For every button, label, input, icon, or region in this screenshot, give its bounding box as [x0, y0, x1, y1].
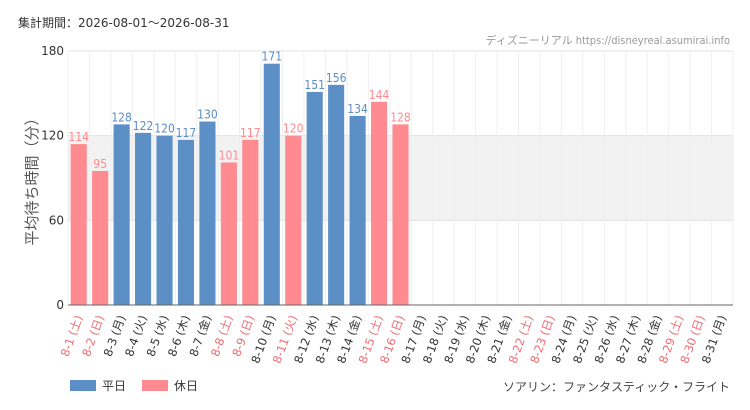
bar-value-label: 117: [176, 126, 197, 140]
legend: 平日 休日: [70, 377, 198, 394]
bar: [371, 101, 388, 305]
bar-value-label: 144: [369, 88, 390, 102]
grid-lines: [67, 50, 734, 306]
bar: [285, 135, 302, 305]
bars: [70, 63, 409, 306]
bar: [113, 124, 130, 305]
bar: [135, 132, 152, 305]
bar-value-label: 101: [219, 148, 240, 162]
bar: [70, 144, 87, 305]
bar: [220, 162, 237, 305]
y-tick-label: 60: [49, 213, 64, 227]
bar: [92, 170, 109, 305]
bar-value-label: 117: [240, 126, 261, 140]
y-tick-labels: 0 60 120 180: [41, 44, 64, 312]
bar: [328, 84, 345, 305]
attraction-name: ソアリン：ファンタスティック・フライト: [502, 380, 730, 394]
y-tick-label: 0: [56, 298, 64, 312]
bar-value-label: 156: [326, 71, 347, 85]
y-tick-label: 120: [41, 129, 64, 143]
bar: [156, 135, 173, 305]
bar-value-label: 95: [93, 157, 107, 171]
legend-swatch-holiday: [142, 380, 169, 391]
bar-value-label: 151: [304, 78, 325, 92]
legend-item-holiday: 休日: [142, 377, 198, 394]
bar: [177, 139, 195, 305]
bar-value-label: 128: [390, 110, 411, 124]
bar-value-label: 171: [261, 50, 282, 64]
bar: [306, 91, 323, 305]
bar: [242, 139, 259, 305]
bar-value-label: 122: [133, 119, 154, 133]
bar-value-label: 134: [347, 102, 368, 116]
bar-value-label: 120: [154, 122, 175, 136]
y-tick-label: 180: [41, 44, 64, 58]
bar-value-label: 128: [111, 110, 132, 124]
bar: [392, 124, 409, 305]
site-watermark: ディズニーリアル https://disneyreal.asumirai.inf…: [485, 34, 730, 47]
bar-value-label: 130: [197, 108, 218, 122]
legend-swatch-weekday: [70, 380, 96, 391]
bar-value-label: 114: [68, 130, 89, 144]
bar: [349, 115, 366, 306]
period-label: 集計期間：2026-08-01～2026-08-31: [18, 16, 230, 30]
legend-item-weekday: 平日: [70, 377, 126, 394]
bar-value-label: 120: [283, 122, 304, 136]
bar: [263, 63, 280, 306]
y-axis-label: 平均待ち時間（分）: [23, 110, 41, 245]
legend-label-weekday: 平日: [102, 379, 127, 393]
legend-label-holiday: 休日: [174, 379, 199, 393]
bar: [199, 121, 216, 305]
x-tick-labels: 8-1 (土)8-2 (日)8-3 (月)8-4 (火)8-5 (水)8-6 (…: [58, 313, 729, 365]
